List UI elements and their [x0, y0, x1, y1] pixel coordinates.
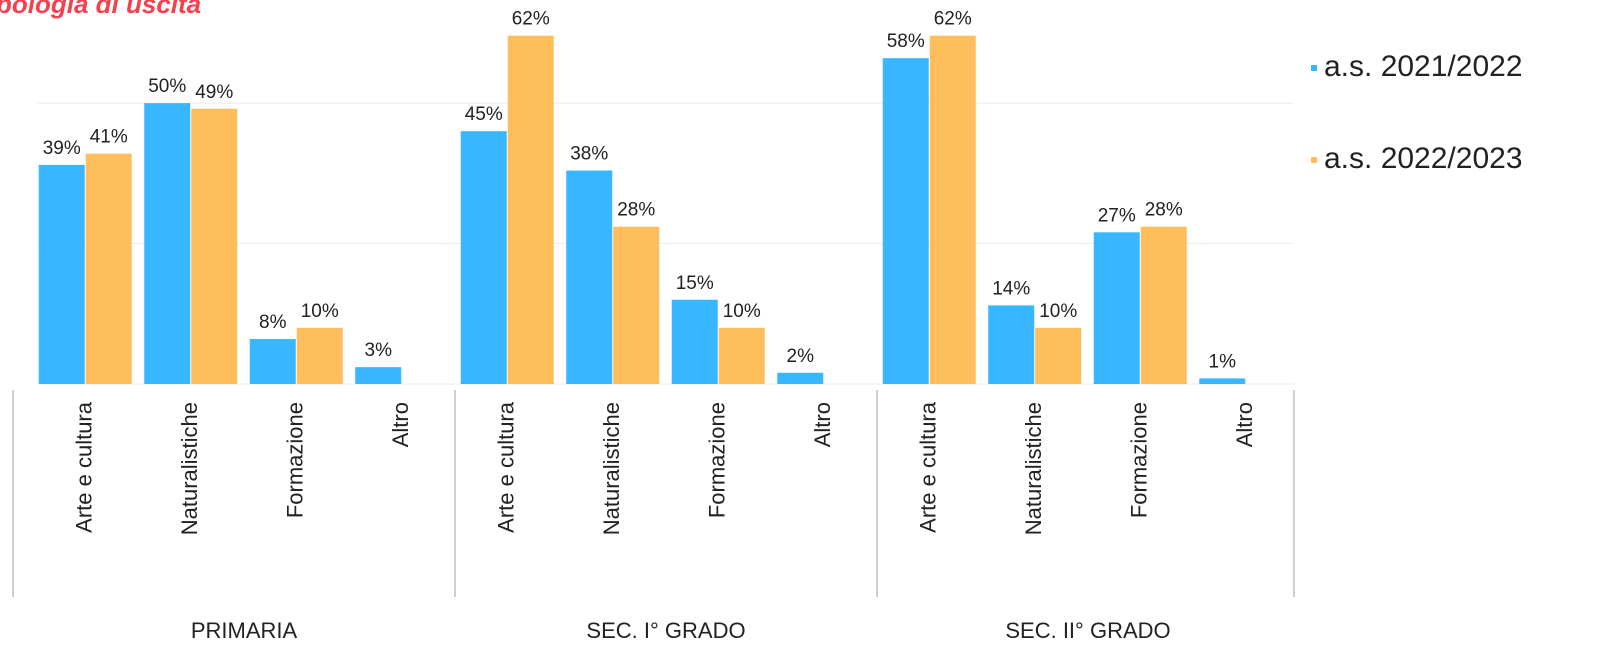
- value-label: 28%: [617, 200, 655, 221]
- value-label: 62%: [512, 9, 550, 30]
- value-label: 62%: [934, 9, 972, 30]
- bar: [882, 58, 929, 384]
- bar: [1035, 327, 1082, 384]
- x-tick-label: Formazione: [1127, 402, 1152, 518]
- legend-label: a.s. 2022/2023: [1324, 142, 1523, 175]
- bar: [988, 305, 1035, 384]
- value-label: 14%: [992, 278, 1030, 299]
- x-tick-label: Altro: [810, 402, 835, 447]
- value-label: 38%: [570, 144, 608, 165]
- x-tick-label: Naturalistiche: [177, 402, 202, 535]
- value-label: 27%: [1098, 205, 1136, 226]
- bar: [613, 226, 660, 384]
- bar: [507, 35, 554, 385]
- x-tick-label: Arte e cultura: [916, 401, 941, 533]
- x-tick-label: Arte e cultura: [72, 401, 97, 533]
- bar: [1093, 232, 1140, 384]
- bar: [38, 164, 85, 384]
- value-label: 15%: [676, 273, 714, 294]
- group-label: SEC. II° GRADO: [1005, 618, 1170, 643]
- bar: [777, 372, 824, 384]
- value-label: 10%: [1039, 301, 1077, 322]
- bar: [671, 299, 718, 384]
- value-label: 39%: [43, 138, 81, 159]
- value-label: 10%: [301, 301, 339, 322]
- group-label: SEC. I° GRADO: [586, 618, 745, 643]
- value-label: 45%: [465, 104, 503, 125]
- bar: [296, 327, 343, 384]
- x-tick-label: Naturalistiche: [599, 402, 624, 535]
- bar: [144, 103, 191, 384]
- bar: [355, 367, 402, 384]
- value-label: 3%: [365, 340, 393, 361]
- bar: [566, 170, 613, 384]
- bar: [460, 131, 507, 384]
- x-tick-label: Formazione: [283, 402, 308, 518]
- value-label: 1%: [1209, 351, 1237, 372]
- x-tick-label: Naturalistiche: [1021, 402, 1046, 535]
- value-label: 28%: [1145, 200, 1183, 221]
- x-tick-label: Altro: [1232, 402, 1257, 447]
- group-label: PRIMARIA: [191, 618, 298, 643]
- value-label: 58%: [887, 31, 925, 52]
- bar: [1199, 378, 1246, 384]
- bar: [85, 153, 132, 384]
- value-label: 49%: [195, 82, 233, 103]
- bar: [1140, 226, 1187, 384]
- x-tick-label: Altro: [388, 402, 413, 447]
- x-tick-label: Formazione: [705, 402, 730, 518]
- bar: [929, 35, 976, 385]
- bar: [718, 327, 765, 384]
- bar: [249, 339, 296, 384]
- value-label: 8%: [259, 312, 287, 333]
- value-label: 2%: [787, 346, 815, 367]
- value-label: 41%: [90, 127, 128, 148]
- x-tick-label: Arte e cultura: [494, 401, 519, 533]
- chart-title: pologia di uscita: [0, 0, 201, 19]
- legend-swatch: [1311, 157, 1317, 163]
- value-label: 10%: [723, 301, 761, 322]
- legend-label: a.s. 2021/2022: [1324, 50, 1523, 83]
- value-label: 50%: [148, 76, 186, 97]
- bar: [191, 108, 238, 384]
- legend-swatch: [1311, 65, 1317, 71]
